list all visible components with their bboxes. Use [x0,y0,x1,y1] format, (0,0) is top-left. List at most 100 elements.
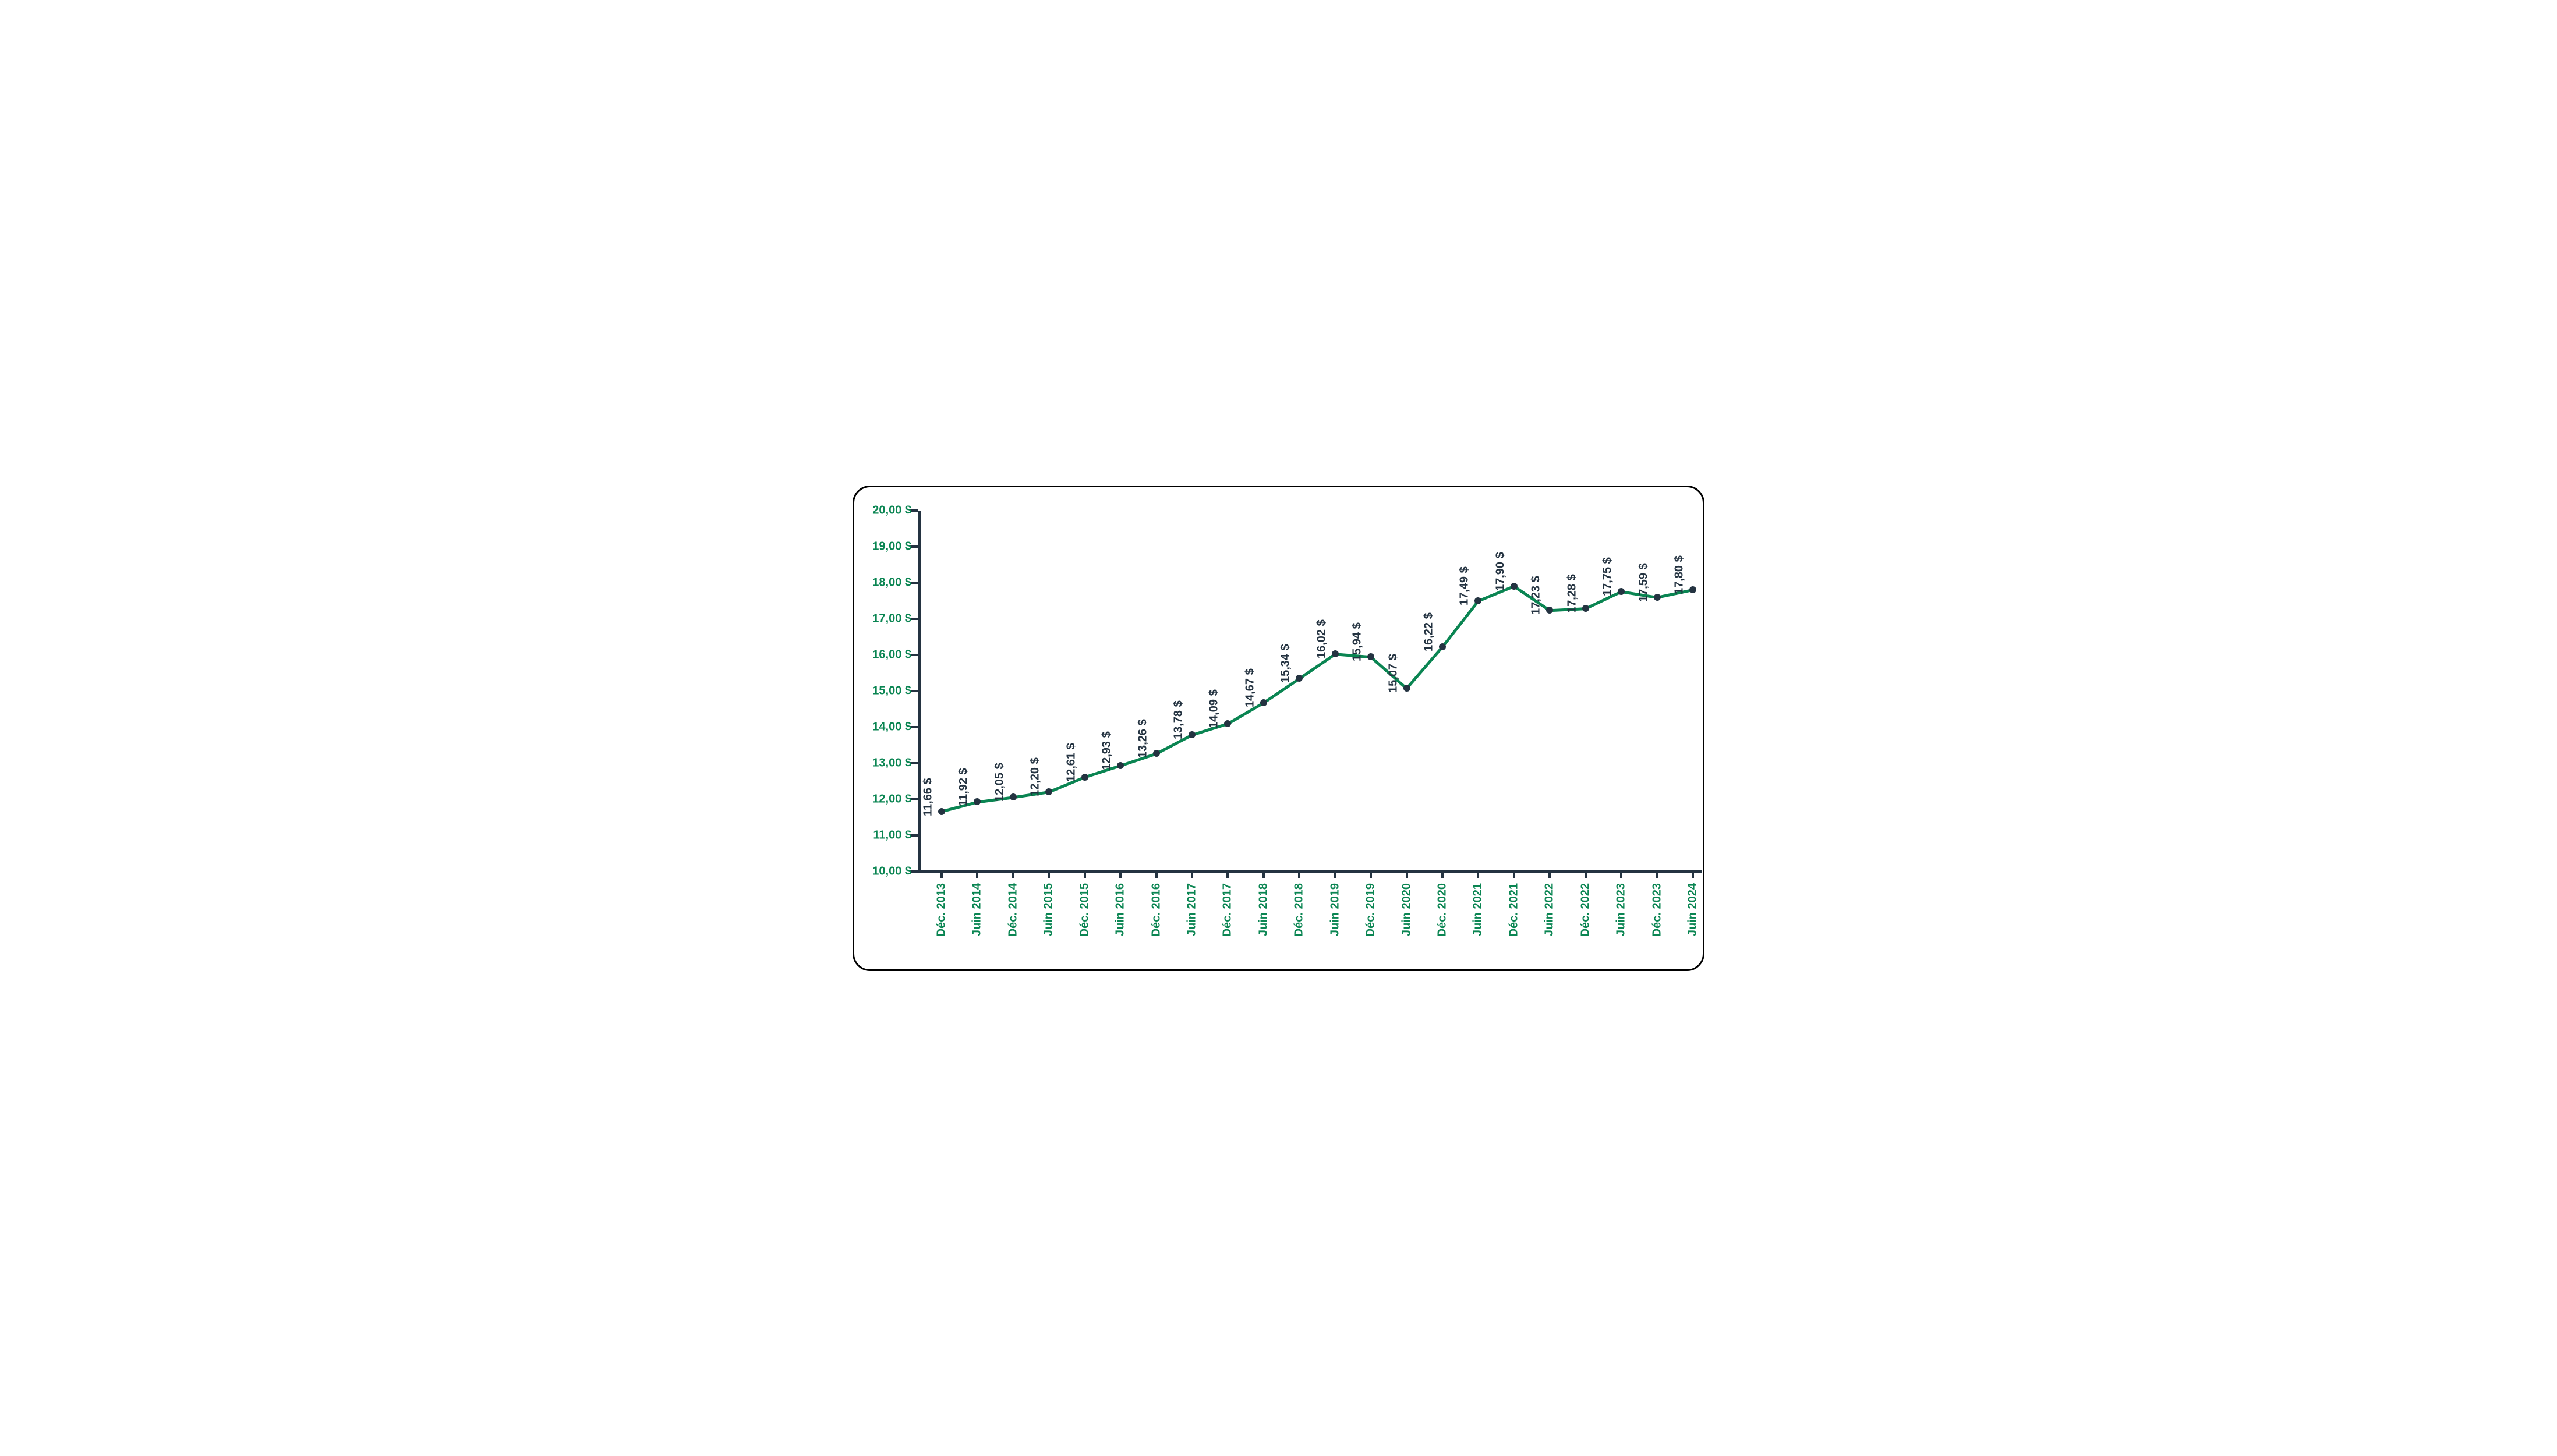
y-tick-mark [910,690,918,692]
x-tick-label: Déc. 2018 [1293,883,1306,937]
data-point [1474,597,1481,604]
data-point [1654,594,1661,601]
data-point [1081,774,1088,781]
data-point [1260,699,1267,706]
y-tick-label: 15,00 $ [872,684,911,697]
data-point [1045,788,1052,795]
data-label: 13,26 $ [1136,720,1150,759]
x-tick-mark [1620,870,1622,878]
data-point [1153,750,1160,757]
data-label: 15,34 $ [1279,644,1293,683]
x-tick-mark [1656,870,1658,878]
data-label: 17,49 $ [1458,566,1472,605]
x-tick-label: Déc. 2022 [1579,883,1592,937]
x-tick-mark [1548,870,1551,878]
x-tick-label: Déc. 2015 [1078,883,1091,937]
x-tick-mark [1370,870,1372,878]
data-label: 14,09 $ [1208,689,1221,728]
x-tick-label: Juin 2019 [1328,883,1342,936]
data-label: 17,59 $ [1637,563,1650,602]
chart-container: 10,00 $ 11,00 $ 12,00 $ 13,00 $ 14,00 $ 15,00… [853,486,1704,971]
y-tick-mark [910,509,918,512]
x-tick-label: Déc. 2019 [1364,883,1378,937]
data-label: 17,23 $ [1530,576,1543,615]
y-tick-label: 20,00 $ [872,504,911,517]
data-label: 12,05 $ [993,763,1006,802]
y-tick-label: 11,00 $ [873,828,911,842]
x-tick-mark [1441,870,1444,878]
x-tick-mark [1477,870,1479,878]
data-label: 17,90 $ [1494,552,1507,591]
line-path-svg [918,511,1699,872]
x-tick-label: Juin 2014 [971,883,984,936]
data-point [1439,643,1446,650]
x-tick-label: Juin 2020 [1400,883,1413,936]
y-tick-mark [910,582,918,584]
x-tick-mark [1585,870,1587,878]
data-label: 13,78 $ [1172,700,1186,739]
x-tick-mark [1048,870,1050,878]
data-point [1546,607,1553,614]
y-tick-label: 14,00 $ [872,720,911,734]
y-tick-mark [910,726,918,728]
data-label: 11,66 $ [922,778,935,816]
data-point [1403,685,1410,692]
data-label: 14,67 $ [1243,668,1257,707]
data-point [1582,605,1589,612]
y-tick-label: 19,00 $ [872,540,911,553]
data-point [1189,731,1196,738]
x-tick-label: Juin 2017 [1186,883,1199,936]
x-tick-label: Déc. 2014 [1006,883,1020,937]
data-label: 17,75 $ [1601,557,1615,596]
y-tick-mark [910,618,918,620]
x-tick-mark [1119,870,1122,878]
x-tick-label: Juin 2016 [1114,883,1127,936]
x-tick-label: Déc. 2023 [1650,883,1664,937]
x-tick-mark [1155,870,1158,878]
data-point [1511,583,1518,590]
y-tick-label: 17,00 $ [872,612,911,625]
x-tick-mark [1513,870,1515,878]
x-tick-mark [1226,870,1229,878]
x-tick-mark [1084,870,1086,878]
x-tick-label: Déc. 2016 [1150,883,1163,937]
y-tick-label: 10,00 $ [872,865,911,878]
data-label: 12,61 $ [1064,743,1078,782]
data-point [1689,586,1696,593]
data-point [1332,650,1339,657]
y-tick-mark [910,834,918,837]
y-tick-label: 13,00 $ [872,756,911,770]
y-tick-label: 18,00 $ [872,576,911,589]
x-tick-mark [1191,870,1193,878]
x-tick-label: Juin 2018 [1257,883,1270,936]
x-tick-mark [1262,870,1265,878]
data-point [1296,675,1303,682]
y-tick-mark [910,762,918,764]
x-tick-label: Déc. 2013 [935,883,949,937]
y-tick-mark [910,545,918,548]
data-point [1117,762,1124,769]
data-label: 17,80 $ [1673,555,1686,594]
y-tick-label: 12,00 $ [872,792,911,806]
data-point [1618,588,1625,595]
data-point [1367,653,1374,660]
data-label: 17,28 $ [1565,574,1579,613]
x-tick-label: Déc. 2017 [1221,883,1235,937]
y-tick-mark [910,870,918,873]
x-tick-label: Juin 2021 [1472,883,1485,936]
data-point [974,798,981,805]
x-tick-mark [1692,870,1694,878]
data-label: 16,22 $ [1423,612,1436,651]
y-tick-label: 16,00 $ [872,648,911,661]
x-tick-label: Juin 2024 [1686,883,1700,936]
data-label: 16,02 $ [1315,620,1328,659]
x-tick-mark [1334,870,1336,878]
x-tick-mark [1406,870,1408,878]
x-tick-mark [1298,870,1300,878]
x-tick-mark [1012,870,1014,878]
x-tick-label: Juin 2015 [1042,883,1056,936]
x-tick-label: Juin 2022 [1543,883,1557,936]
y-axis [918,511,921,873]
data-point [938,808,945,815]
data-label: 11,92 $ [957,768,971,807]
